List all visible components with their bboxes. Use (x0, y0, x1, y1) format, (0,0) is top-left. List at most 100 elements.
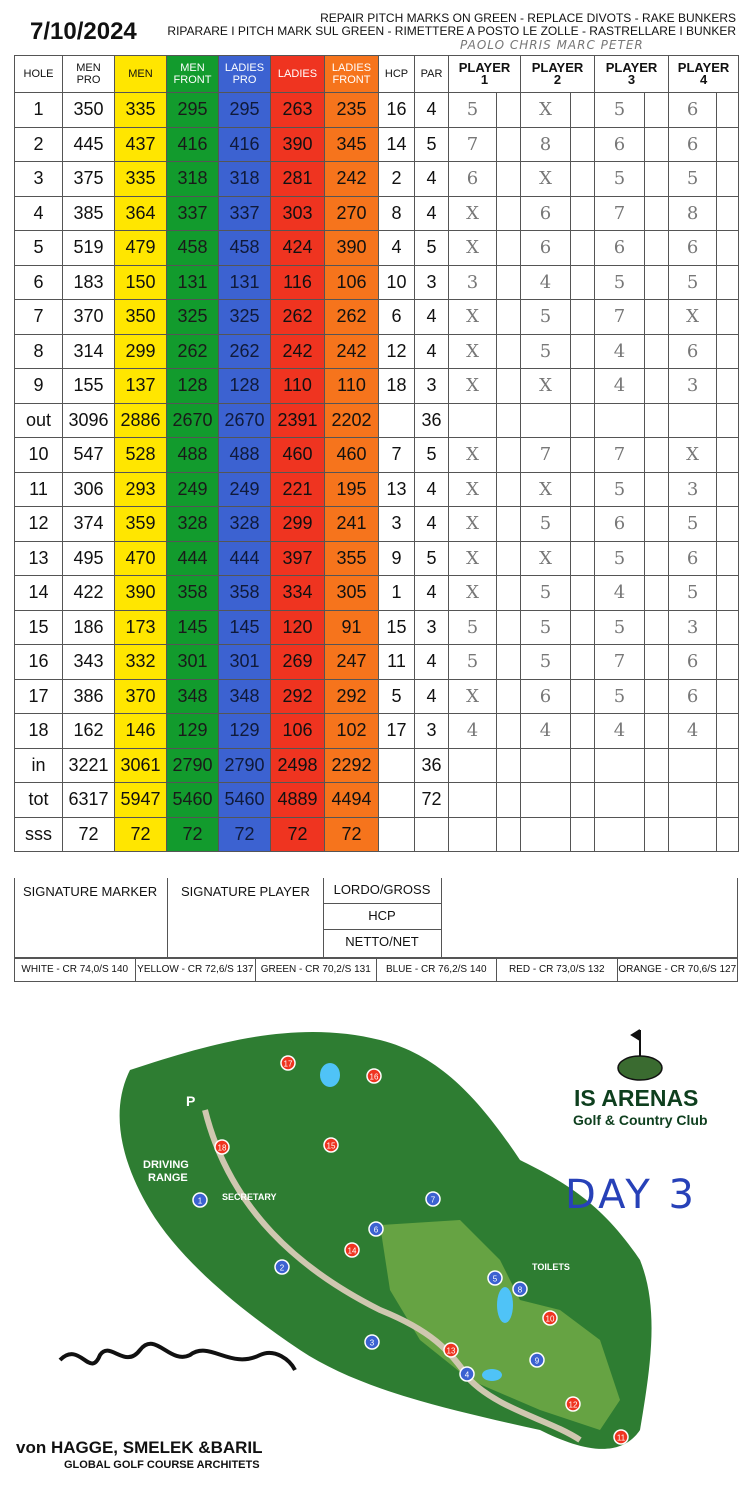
player-2-net-cell[interactable] (570, 609, 596, 645)
player-4-net-cell[interactable] (716, 678, 740, 714)
player-2-net-cell[interactable] (570, 230, 596, 266)
player-2-net-cell[interactable] (570, 506, 596, 542)
player-3-net-cell[interactable] (644, 506, 670, 542)
player-3-score[interactable] (594, 747, 646, 783)
player-1-net-cell[interactable] (495, 713, 522, 749)
player-3-net-cell[interactable] (644, 678, 670, 714)
player-1-net-cell[interactable] (495, 609, 522, 645)
player-1-score[interactable]: X (448, 368, 497, 404)
player-3-score[interactable]: 7 (594, 644, 646, 680)
player-4-net-cell[interactable] (716, 230, 740, 266)
player-2-score[interactable]: 6 (520, 678, 572, 714)
player-1-net-cell[interactable] (495, 471, 522, 507)
player-1-net-cell[interactable] (495, 678, 522, 714)
player-2-score[interactable]: 7 (520, 437, 572, 473)
player-1-score[interactable]: X (448, 230, 497, 266)
player-4-score[interactable]: 6 (668, 678, 718, 714)
player-1-score[interactable]: 7 (448, 126, 497, 162)
player-1-score[interactable] (448, 816, 497, 852)
player-4-score[interactable]: 5 (668, 506, 718, 542)
player-2-net-cell[interactable] (570, 540, 596, 576)
player-3-net-cell[interactable] (644, 713, 670, 749)
player-1-net-cell[interactable] (495, 816, 522, 852)
player-2-score[interactable]: 5 (520, 299, 572, 335)
player-1-net-cell[interactable] (495, 161, 522, 197)
player-2-net-cell[interactable] (570, 333, 596, 369)
player-3-score[interactable]: 5 (594, 161, 646, 197)
player-1-score[interactable]: X (448, 195, 497, 231)
player-1-net-cell[interactable] (495, 92, 522, 128)
player-4-net-cell[interactable] (716, 161, 740, 197)
player-2-score[interactable]: X (520, 92, 572, 128)
player-1-net-cell[interactable] (495, 195, 522, 231)
player-1-score[interactable]: X (448, 540, 497, 576)
player-1-net-cell[interactable] (495, 264, 522, 300)
player-4-net-cell[interactable] (716, 540, 740, 576)
player-4-score[interactable]: 6 (668, 644, 718, 680)
player-4-score[interactable]: 8 (668, 195, 718, 231)
player-3-net-cell[interactable] (644, 161, 670, 197)
player-3-score[interactable]: 7 (594, 195, 646, 231)
player-4-score[interactable]: 3 (668, 471, 718, 507)
player-3-score[interactable] (594, 402, 646, 438)
player-2-score[interactable]: 5 (520, 506, 572, 542)
player-3-score[interactable]: 6 (594, 126, 646, 162)
player-4-net-cell[interactable] (716, 575, 740, 611)
player-4-net-cell[interactable] (716, 506, 740, 542)
player-4-score[interactable]: 5 (668, 161, 718, 197)
player-2-score[interactable]: X (520, 540, 572, 576)
player-2-score[interactable]: 4 (520, 264, 572, 300)
player-3-score[interactable]: 6 (594, 506, 646, 542)
player-3-score[interactable] (594, 816, 646, 852)
player-3-net-cell[interactable] (644, 402, 670, 438)
player-2-net-cell[interactable] (570, 713, 596, 749)
player-4-net-cell[interactable] (716, 368, 740, 404)
player-4-net-cell[interactable] (716, 747, 740, 783)
player-4-net-cell[interactable] (716, 644, 740, 680)
player-4-net-cell[interactable] (716, 92, 740, 128)
player-4-net-cell[interactable] (716, 126, 740, 162)
player-1-net-cell[interactable] (495, 333, 522, 369)
player-2-net-cell[interactable] (570, 195, 596, 231)
player-2-net-cell[interactable] (570, 747, 596, 783)
player-1-net-cell[interactable] (495, 368, 522, 404)
player-2-score[interactable]: 4 (520, 713, 572, 749)
player-3-net-cell[interactable] (644, 816, 670, 852)
player-3-net-cell[interactable] (644, 782, 670, 818)
player-4-net-cell[interactable] (716, 471, 740, 507)
player-4-net-cell[interactable] (716, 713, 740, 749)
player-4-net-cell[interactable] (716, 333, 740, 369)
player-3-score[interactable]: 4 (594, 713, 646, 749)
player-1-score[interactable] (448, 402, 497, 438)
player-1-score[interactable]: X (448, 437, 497, 473)
player-2-net-cell[interactable] (570, 402, 596, 438)
player-2-score[interactable]: 5 (520, 333, 572, 369)
player-2-score[interactable] (520, 402, 572, 438)
player-2-net-cell[interactable] (570, 299, 596, 335)
player-2-score[interactable] (520, 782, 572, 818)
player-4-net-cell[interactable] (716, 402, 740, 438)
player-1-score[interactable]: 5 (448, 609, 497, 645)
player-3-net-cell[interactable] (644, 333, 670, 369)
player-2-net-cell[interactable] (570, 678, 596, 714)
player-2-score[interactable]: 8 (520, 126, 572, 162)
player-1-score[interactable]: 3 (448, 264, 497, 300)
player-3-score[interactable]: 7 (594, 299, 646, 335)
player-4-score[interactable] (668, 747, 718, 783)
player-1-net-cell[interactable] (495, 299, 522, 335)
player-2-net-cell[interactable] (570, 126, 596, 162)
player-4-net-cell[interactable] (716, 437, 740, 473)
player-4-score[interactable]: 6 (668, 540, 718, 576)
player-1-net-cell[interactable] (495, 126, 522, 162)
player-1-net-cell[interactable] (495, 644, 522, 680)
player-1-score[interactable]: X (448, 678, 497, 714)
player-4-score[interactable] (668, 816, 718, 852)
player-3-score[interactable]: 4 (594, 333, 646, 369)
player-2-net-cell[interactable] (570, 92, 596, 128)
player-3-net-cell[interactable] (644, 644, 670, 680)
player-2-net-cell[interactable] (570, 575, 596, 611)
player-4-net-cell[interactable] (716, 299, 740, 335)
player-3-score[interactable]: 5 (594, 471, 646, 507)
player-1-score[interactable]: X (448, 299, 497, 335)
player-4-score[interactable]: 6 (668, 92, 718, 128)
